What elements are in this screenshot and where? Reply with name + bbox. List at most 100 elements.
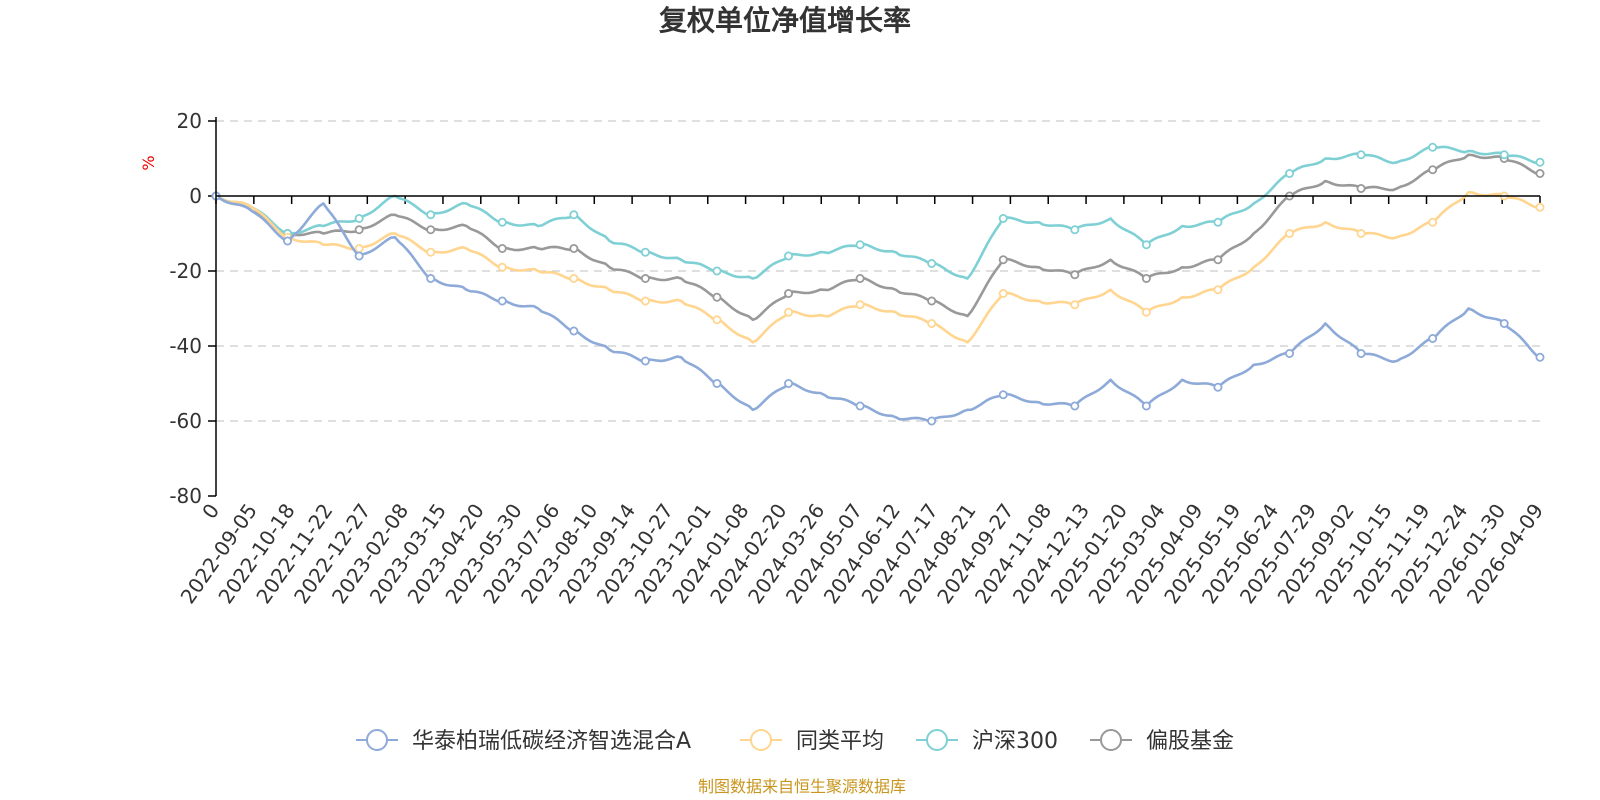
data-point — [1285, 348, 1295, 358]
data-point — [1213, 255, 1223, 265]
data-point — [354, 213, 364, 223]
data-point — [497, 243, 507, 253]
data-point — [426, 225, 436, 235]
data-point — [1428, 142, 1438, 152]
data-point — [712, 266, 722, 276]
data-point — [640, 296, 650, 306]
data-point — [784, 378, 794, 388]
data-point — [1213, 382, 1223, 392]
data-point — [1141, 240, 1151, 250]
series-同类平均 — [211, 191, 1545, 344]
data-point — [855, 401, 865, 411]
data-point — [497, 217, 507, 227]
series-华泰柏瑞低碳经济智选混合A — [211, 191, 1545, 426]
data-point — [784, 251, 794, 261]
y-tick-label: -20 — [169, 259, 202, 283]
y-tick-label: -60 — [169, 409, 202, 433]
series-偏股基金 — [211, 153, 1545, 322]
legend-marker-icon — [750, 729, 772, 751]
data-point — [1499, 318, 1509, 328]
data-point — [1070, 401, 1080, 411]
y-tick-label: -40 — [169, 334, 202, 358]
series-line — [214, 194, 1542, 423]
data-point — [426, 210, 436, 220]
data-point — [998, 288, 1008, 298]
y-axis-unit: % — [139, 155, 158, 170]
data-point — [497, 296, 507, 306]
data-point — [1356, 183, 1366, 193]
data-point — [1070, 225, 1080, 235]
data-point — [712, 292, 722, 302]
data-point — [426, 247, 436, 257]
data-point — [712, 315, 722, 325]
data-point — [640, 247, 650, 257]
data-point — [354, 243, 364, 253]
data-point — [569, 210, 579, 220]
series-lines — [211, 142, 1545, 426]
series-line — [214, 145, 1542, 280]
data-point — [998, 255, 1008, 265]
data-point — [927, 258, 937, 268]
legend-item-csi300[interactable]: 沪深300 — [916, 729, 1058, 754]
axes — [215, 117, 1540, 496]
legend-marker-icon — [366, 729, 388, 751]
data-point — [1070, 300, 1080, 310]
data-point — [784, 288, 794, 298]
chart-title: 复权单位净值增长率 — [659, 4, 911, 37]
data-point — [855, 273, 865, 283]
legend: 华泰柏瑞低碳经济智选混合A 同类平均 沪深300 偏股基金 — [356, 729, 1234, 754]
legend-label: 偏股基金 — [1146, 729, 1234, 754]
data-point — [712, 378, 722, 388]
data-point — [497, 262, 507, 272]
data-point — [640, 356, 650, 366]
data-point — [1428, 165, 1438, 175]
data-point — [283, 236, 293, 246]
legend-marker-icon — [1100, 729, 1122, 751]
data-point — [1499, 150, 1509, 160]
data-point — [1535, 352, 1545, 362]
y-tick-label: 0 — [189, 184, 202, 208]
data-point — [354, 251, 364, 261]
data-point — [1285, 168, 1295, 178]
legend-label: 华泰柏瑞低碳经济智选混合A — [412, 729, 691, 754]
data-point — [569, 326, 579, 336]
y-tick-label: -80 — [169, 484, 202, 508]
data-point — [640, 273, 650, 283]
x-tick-label: 0 — [197, 499, 224, 523]
data-point — [1070, 270, 1080, 280]
data-point — [1213, 217, 1223, 227]
data-point — [1535, 168, 1545, 178]
data-point — [784, 307, 794, 317]
grid-lines — [216, 120, 1540, 422]
data-point — [927, 318, 937, 328]
data-point — [1141, 273, 1151, 283]
data-point — [1428, 217, 1438, 227]
data-point — [998, 390, 1008, 400]
data-point — [927, 416, 937, 426]
legend-label: 沪深300 — [972, 729, 1058, 754]
legend-item-equity-fund[interactable]: 偏股基金 — [1090, 729, 1234, 754]
series-沪深300 — [211, 142, 1545, 280]
data-source-note: 制图数据来自恒生聚源数据库 — [698, 777, 906, 796]
legend-marker-icon — [926, 729, 948, 751]
data-point — [998, 213, 1008, 223]
y-axis-ticks: 20 0 -20 -40 -60 -80 — [169, 109, 216, 508]
data-point — [1141, 307, 1151, 317]
data-point — [1285, 228, 1295, 238]
data-point — [1356, 348, 1366, 358]
legend-label: 同类平均 — [796, 729, 884, 754]
data-point — [569, 273, 579, 283]
data-point — [1141, 401, 1151, 411]
legend-item-peer-average[interactable]: 同类平均 — [740, 729, 884, 754]
data-point — [1535, 157, 1545, 167]
series-line — [214, 153, 1542, 322]
data-point — [1213, 285, 1223, 295]
data-point — [1428, 333, 1438, 343]
data-point — [855, 300, 865, 310]
data-point — [855, 240, 865, 250]
data-point — [1356, 150, 1366, 160]
legend-item-fund[interactable]: 华泰柏瑞低碳经济智选混合A — [356, 729, 691, 754]
data-point — [426, 273, 436, 283]
data-point — [354, 225, 364, 235]
